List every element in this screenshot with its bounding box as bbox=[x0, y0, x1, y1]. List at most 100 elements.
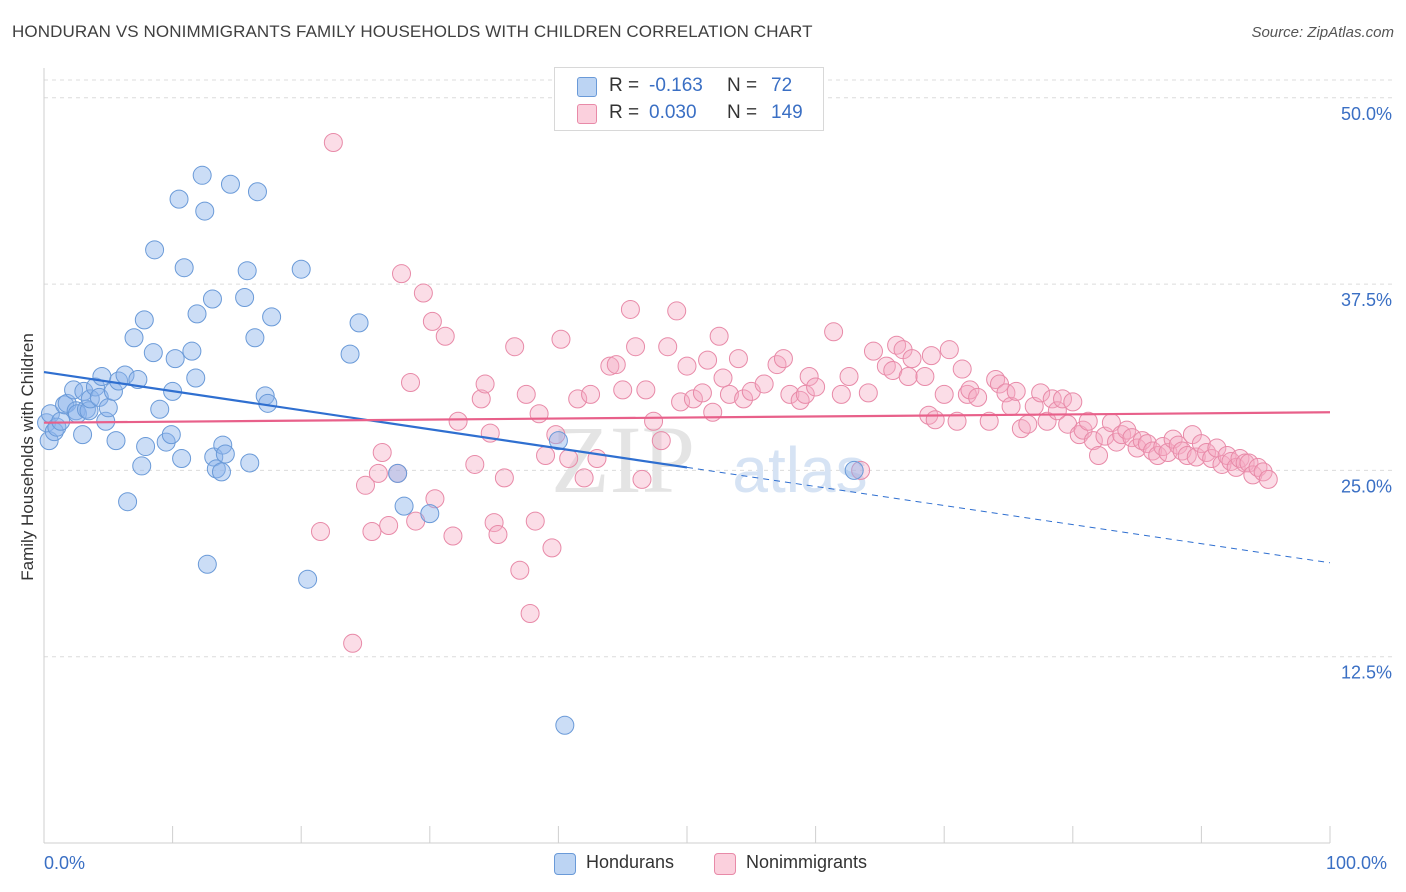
point-nonimmigrants bbox=[1258, 469, 1278, 489]
point-hondurans bbox=[136, 437, 156, 457]
point-hondurans bbox=[349, 313, 369, 333]
point-nonimmigrants bbox=[921, 346, 941, 366]
point-hondurans bbox=[844, 460, 864, 480]
point-hondurans bbox=[235, 288, 255, 308]
point-hondurans bbox=[211, 462, 231, 482]
point-nonimmigrants bbox=[698, 350, 718, 370]
point-hondurans bbox=[192, 165, 212, 185]
point-nonimmigrants bbox=[1191, 434, 1211, 454]
point-nonimmigrants bbox=[1073, 420, 1093, 440]
point-hondurans bbox=[64, 380, 84, 400]
point-nonimmigrants bbox=[413, 283, 433, 303]
watermark-zip: ZIP bbox=[551, 406, 695, 513]
y-axis-label: Family Households with Children bbox=[18, 333, 37, 581]
point-hondurans bbox=[262, 307, 282, 327]
point-nonimmigrants bbox=[780, 384, 800, 404]
point-nonimmigrants bbox=[824, 322, 844, 342]
x-tick-max: 100.0% bbox=[1326, 853, 1388, 873]
y-tick-label: 12.5% bbox=[1341, 663, 1392, 683]
point-nonimmigrants bbox=[952, 359, 972, 379]
grid-lines bbox=[44, 79, 1392, 658]
point-nonimmigrants bbox=[510, 560, 530, 580]
point-nonimmigrants bbox=[443, 526, 463, 546]
legend-n-label: N = bbox=[727, 75, 758, 96]
point-hondurans bbox=[150, 399, 170, 419]
point-nonimmigrants bbox=[475, 374, 495, 394]
point-nonimmigrants bbox=[839, 367, 859, 387]
point-nonimmigrants bbox=[934, 384, 954, 404]
point-hondurans bbox=[186, 368, 206, 388]
point-nonimmigrants bbox=[925, 410, 945, 430]
legend-n-label: N = bbox=[727, 102, 758, 123]
point-hondurans bbox=[106, 431, 126, 451]
point-nonimmigrants bbox=[632, 469, 652, 489]
point-hondurans bbox=[143, 343, 163, 363]
point-hondurans bbox=[388, 463, 408, 483]
point-nonimmigrants bbox=[606, 355, 626, 375]
point-nonimmigrants bbox=[401, 372, 421, 392]
point-hondurans bbox=[240, 453, 260, 473]
point-nonimmigrants bbox=[773, 349, 793, 369]
point-nonimmigrants bbox=[600, 356, 620, 376]
y-tick-label: 50.0% bbox=[1341, 104, 1392, 124]
point-hondurans bbox=[220, 174, 240, 194]
point-nonimmigrants bbox=[626, 337, 646, 357]
point-nonimmigrants bbox=[471, 389, 491, 409]
legend-r-label: R = bbox=[609, 75, 640, 96]
point-nonimmigrants bbox=[719, 384, 739, 404]
point-nonimmigrants bbox=[520, 603, 540, 623]
legend-swatch-nonimmigrants bbox=[577, 104, 597, 124]
point-nonimmigrants bbox=[559, 448, 579, 468]
point-hondurans bbox=[92, 367, 112, 387]
point-nonimmigrants bbox=[529, 404, 549, 424]
point-nonimmigrants bbox=[790, 390, 810, 410]
point-nonimmigrants bbox=[1089, 446, 1109, 465]
point-nonimmigrants bbox=[379, 516, 399, 536]
point-hondurans bbox=[247, 182, 267, 202]
point-nonimmigrants bbox=[754, 374, 774, 394]
x-tick-min: 0.0% bbox=[44, 853, 86, 873]
point-nonimmigrants bbox=[939, 340, 959, 360]
point-nonimmigrants bbox=[651, 431, 671, 451]
point-hondurans bbox=[124, 328, 144, 348]
point-nonimmigrants bbox=[1202, 448, 1222, 468]
legend-swatch-hondurans bbox=[554, 853, 576, 875]
trend-line-hondurans-extrapolated bbox=[686, 466, 1331, 564]
point-hondurans bbox=[174, 258, 194, 278]
point-nonimmigrants bbox=[1078, 411, 1098, 431]
trend-line-nonimmigrants bbox=[43, 411, 1331, 424]
point-hondurans bbox=[187, 304, 207, 324]
point-hondurans bbox=[165, 349, 185, 369]
point-nonimmigrants bbox=[542, 538, 562, 558]
point-nonimmigrants bbox=[863, 341, 883, 361]
point-nonimmigrants bbox=[484, 513, 504, 533]
point-nonimmigrants bbox=[494, 468, 514, 488]
legend-r-label: R = bbox=[609, 102, 640, 123]
point-nonimmigrants bbox=[465, 454, 485, 474]
legend-r-value: 0.030 bbox=[649, 102, 697, 123]
point-nonimmigrants bbox=[1018, 414, 1038, 434]
point-hondurans bbox=[291, 259, 311, 279]
point-nonimmigrants bbox=[574, 468, 594, 488]
point-nonimmigrants bbox=[703, 402, 723, 422]
point-hondurans bbox=[298, 569, 318, 589]
y-tick-label: 25.0% bbox=[1341, 476, 1392, 496]
point-hondurans bbox=[548, 431, 568, 451]
point-nonimmigrants bbox=[525, 511, 545, 531]
point-nonimmigrants bbox=[422, 311, 442, 331]
point-nonimmigrants bbox=[709, 326, 729, 346]
point-nonimmigrants bbox=[1083, 431, 1103, 451]
point-hondurans bbox=[73, 425, 93, 445]
point-hondurans bbox=[182, 341, 202, 361]
point-nonimmigrants bbox=[713, 368, 733, 388]
point-nonimmigrants bbox=[435, 326, 455, 346]
chart-title: HONDURAN VS NONIMMIGRANTS FAMILY HOUSEHO… bbox=[12, 22, 813, 41]
point-hondurans bbox=[172, 448, 192, 468]
point-nonimmigrants bbox=[356, 475, 375, 495]
point-nonimmigrants bbox=[613, 380, 633, 400]
point-nonimmigrants bbox=[1132, 431, 1152, 451]
point-nonimmigrants bbox=[392, 264, 412, 284]
point-nonimmigrants bbox=[795, 384, 815, 404]
point-hondurans bbox=[132, 456, 152, 476]
